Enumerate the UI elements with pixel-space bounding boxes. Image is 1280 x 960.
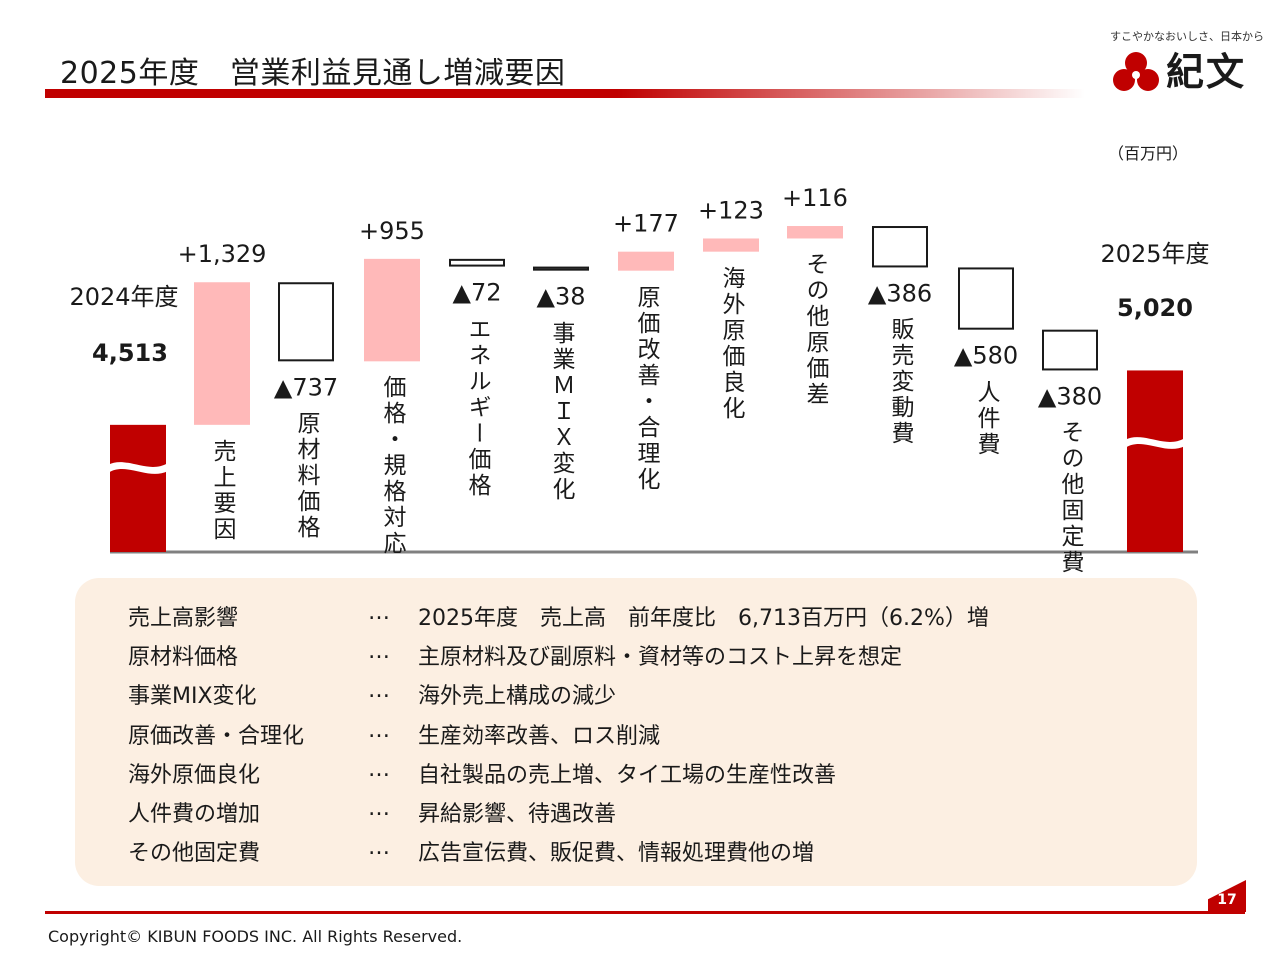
factor-text: 自社製品の売上増、タイ工場の生産性改善 xyxy=(418,762,837,788)
bar-decrease xyxy=(449,258,505,267)
logo-text: 紀文 xyxy=(1166,50,1247,94)
bar-end-total xyxy=(1127,370,1183,552)
bar-decrease xyxy=(533,266,589,271)
bar-decrease xyxy=(278,282,334,362)
bar-decrease xyxy=(1042,329,1098,371)
page-number: 17 xyxy=(1208,880,1246,912)
factor-text: 2025年度 売上高 前年度比 6,713百万円（6.2%）増 xyxy=(418,606,989,631)
bar-value-label: +177 xyxy=(613,210,679,238)
logo-tagline: すこやかなおいしさ、日本から xyxy=(1110,30,1264,43)
factor-text: 生産効率改善、ロス削減 xyxy=(418,723,661,749)
bar-value-label: ▲380 xyxy=(1038,382,1102,410)
factor-separator: … xyxy=(368,756,390,782)
factor-label: 原価改善・合理化 xyxy=(128,723,305,749)
bar-increase xyxy=(194,282,250,425)
factor-separator: … xyxy=(368,717,390,743)
category-label: その他固定費 xyxy=(1057,420,1083,577)
bar-value-label: ▲38 xyxy=(537,283,586,311)
title-underline xyxy=(45,89,1085,98)
bar-decrease xyxy=(872,226,928,268)
bar-increase xyxy=(703,238,759,252)
axis-break-mark xyxy=(1125,437,1185,449)
factor-label: 売上高影響 xyxy=(128,606,239,631)
bar-increase xyxy=(364,258,420,362)
factor-text: 主原材料及び副原料・資材等のコスト上昇を想定 xyxy=(418,645,903,671)
factor-label: 原材料価格 xyxy=(128,645,239,671)
bar-value-label: ▲737 xyxy=(274,373,338,401)
category-label: その他原価差 xyxy=(802,252,828,409)
bar-start-total xyxy=(110,424,166,552)
logo-mark-icon xyxy=(1113,52,1159,91)
factor-text: 広告宣伝費、販促費、情報処理費他の増 xyxy=(418,841,815,867)
factor-separator: … xyxy=(368,796,390,821)
category-label: 海外原価良化 xyxy=(718,265,744,422)
category-label: 人件費 xyxy=(973,379,999,458)
factor-label: 事業MIX変化 xyxy=(128,684,257,710)
category-label: 事業ＭＩＸ変化 xyxy=(548,320,574,503)
factor-separator: … xyxy=(368,678,390,704)
bar-value-label: ▲72 xyxy=(453,279,502,307)
factor-label: その他固定費 xyxy=(128,841,261,867)
bar-increase xyxy=(618,251,674,271)
axis-break-mark xyxy=(108,462,168,474)
start-value-label: 4,513 xyxy=(92,339,168,367)
category-label: 販売変動費 xyxy=(887,317,913,448)
factor-explanations: 売上高影響 … 2025年度 売上高 前年度比 6,713百万円（6.2%）増原材料… xyxy=(75,578,1197,886)
factor-text: 海外売上構成の減少 xyxy=(418,684,617,710)
page-title: 2025年度 営業利益見通し増減要因 xyxy=(60,56,566,91)
category-label: 価格・規格対応 xyxy=(379,375,405,558)
factor-label: 海外原価良化 xyxy=(128,762,261,788)
factor-separator: … xyxy=(368,600,390,625)
bar-value-label: ▲580 xyxy=(954,342,1018,370)
start-year-label: 2024年度 xyxy=(69,283,178,311)
factor-label: 人件費の増加 xyxy=(128,802,261,827)
company-logo: 紀文 xyxy=(1110,48,1260,96)
end-value-label: 5,020 xyxy=(1117,294,1193,322)
category-label: 原価改善・合理化 xyxy=(633,284,659,493)
bar-value-label: +955 xyxy=(359,217,425,245)
bar-value-label: +123 xyxy=(698,196,764,224)
category-label: 原材料価格 xyxy=(293,411,319,542)
factor-separator: … xyxy=(368,639,390,665)
category-label: エネルギー価格 xyxy=(464,316,490,499)
category-label: 売上要因 xyxy=(209,438,235,543)
bar-increase xyxy=(787,226,843,239)
footer-rule xyxy=(45,911,1245,914)
end-year-label: 2025年度 xyxy=(1100,240,1209,268)
waterfall-chart: 2024年度 4,513 +1,329 ▲737 +955 ▲72 ▲38 +177 +123 +… xyxy=(69,184,1210,554)
bar-value-label: ▲386 xyxy=(868,279,932,307)
factor-text: 昇給影響、待遇改善 xyxy=(418,802,617,827)
bar-value-label: +116 xyxy=(782,184,848,212)
unit-label: （百万円） xyxy=(1108,144,1189,163)
bar-value-label: +1,329 xyxy=(178,240,267,268)
copyright: Copyright© KIBUN FOODS INC. All Rights R… xyxy=(48,927,463,946)
factor-separator: … xyxy=(368,835,390,861)
bar-decrease xyxy=(958,267,1014,330)
